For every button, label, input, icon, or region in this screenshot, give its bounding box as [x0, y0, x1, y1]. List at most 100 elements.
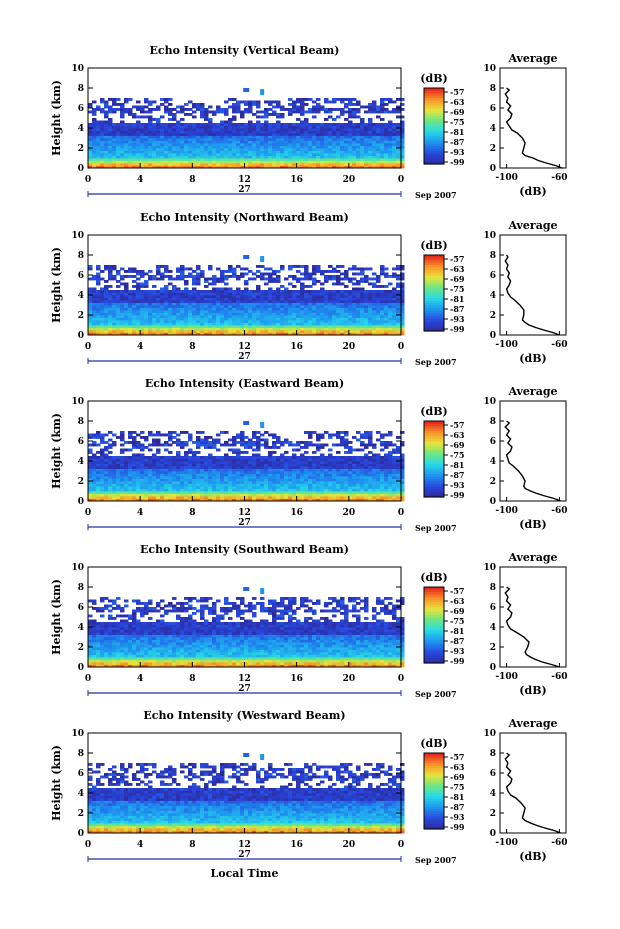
heatmap-cell	[152, 155, 157, 159]
heatmap-cell	[204, 320, 209, 323]
heatmap-cell	[220, 478, 225, 482]
heatmap-cell	[128, 123, 133, 126]
heatmap-cell	[156, 438, 161, 442]
heatmap-cell	[276, 270, 281, 273]
heatmap-cell	[256, 270, 261, 273]
heatmap-cell	[92, 110, 97, 114]
heatmap-cell	[364, 290, 369, 293]
heatmap-cell	[200, 105, 205, 109]
heatmap-cell	[296, 163, 301, 166]
heatmap-cell	[192, 453, 197, 457]
heatmap-cell	[120, 307, 125, 311]
heatmap-cell	[320, 163, 325, 166]
heatmap-cell	[376, 290, 381, 293]
heatmap-cell	[228, 471, 233, 474]
heatmap-cell	[324, 123, 329, 126]
heatmap-cell	[200, 103, 205, 106]
heatmap-cell	[380, 135, 385, 139]
heatmap-cell	[244, 158, 249, 161]
heatmap-cell	[364, 148, 369, 151]
heatmap-cell	[376, 150, 381, 154]
heatmap-cell	[144, 322, 149, 326]
heatmap-cell	[248, 322, 253, 326]
heatmap-cell	[276, 486, 281, 489]
heatmap-cell	[160, 486, 165, 489]
heatmap-cell	[180, 486, 185, 489]
heatmap-cell	[164, 110, 169, 114]
heatmap-cell	[216, 488, 221, 492]
heatmap-cell	[124, 491, 129, 494]
heatmap-cell	[228, 486, 233, 489]
heatmap-cell	[108, 496, 113, 499]
heatmap-cell	[296, 145, 301, 149]
heatmap-cell	[192, 327, 197, 331]
heatmap-cell	[200, 140, 205, 144]
heatmap-cell	[100, 473, 105, 477]
heatmap-cell	[160, 322, 165, 326]
heatmap-cell	[200, 498, 205, 502]
heatmap-cell	[316, 155, 321, 159]
heatmap-cell	[364, 143, 369, 146]
heatmap-cell	[204, 481, 209, 484]
heatmap-cell	[100, 125, 105, 129]
heatmap-cell	[316, 163, 321, 166]
heatmap-cell	[388, 153, 393, 156]
colorbar-swatch	[424, 287, 444, 292]
heatmap-cell	[188, 307, 193, 311]
heatmap-cell	[244, 441, 249, 444]
heatmap-cell	[192, 145, 197, 149]
heatmap-cell	[228, 456, 233, 459]
heatmap-cell	[116, 295, 121, 298]
heatmap-cell	[360, 118, 365, 121]
heatmap-cell	[240, 140, 245, 144]
heatmap-cell	[172, 310, 177, 313]
heatmap-cell	[156, 150, 161, 154]
heatmap-cell	[364, 300, 369, 303]
heatmap-cell	[396, 297, 401, 301]
heatmap-cell	[276, 330, 281, 333]
heatmap-cell	[240, 463, 245, 467]
heatmap-cell	[288, 461, 293, 464]
heatmap-cell	[108, 463, 113, 467]
heatmap-cell	[168, 145, 173, 149]
heatmap-cell	[168, 140, 173, 144]
heatmap-cell	[236, 103, 241, 106]
heatmap-cell	[208, 456, 213, 459]
heatmap-cell	[260, 461, 265, 464]
heatmap-cell	[268, 486, 273, 489]
heatmap-cell	[356, 290, 361, 293]
heatmap-cell	[212, 130, 217, 134]
heatmap-cell	[216, 133, 221, 136]
heatmap-cell	[192, 322, 197, 326]
heatmap-cell	[136, 478, 141, 482]
heatmap-cell	[252, 100, 257, 104]
heatmap-cell	[212, 307, 217, 311]
heatmap-cell	[140, 486, 145, 489]
heatmap-cell	[160, 325, 165, 328]
heatmap-cell	[292, 302, 297, 306]
heatmap-cell	[204, 125, 209, 129]
heatmap-cell	[100, 468, 105, 472]
heatmap-cell	[388, 128, 393, 131]
heatmap-cell	[272, 468, 277, 472]
heatmap-cell	[296, 468, 301, 472]
heatmap-cell	[256, 130, 261, 134]
heatmap-cell	[204, 496, 209, 499]
heatmap-cell	[108, 160, 113, 164]
heatmap-cell	[284, 456, 289, 459]
heatmap-cell	[220, 270, 225, 273]
heatmap-cell	[212, 446, 217, 449]
heatmap-cell	[96, 105, 101, 109]
heatmap-cell	[340, 292, 345, 296]
heatmap-cell	[152, 433, 157, 437]
heatmap-cell	[156, 325, 161, 328]
heatmap-cell	[168, 456, 173, 459]
heatmap-cell	[368, 148, 373, 151]
heatmap-cell	[268, 295, 273, 298]
heatmap-cell	[324, 160, 329, 164]
heatmap-cell	[280, 320, 285, 323]
heatmap-cell	[116, 280, 121, 283]
heatmap-cell	[108, 476, 113, 479]
heatmap-cell	[96, 128, 101, 131]
heatmap-cell	[248, 486, 253, 489]
